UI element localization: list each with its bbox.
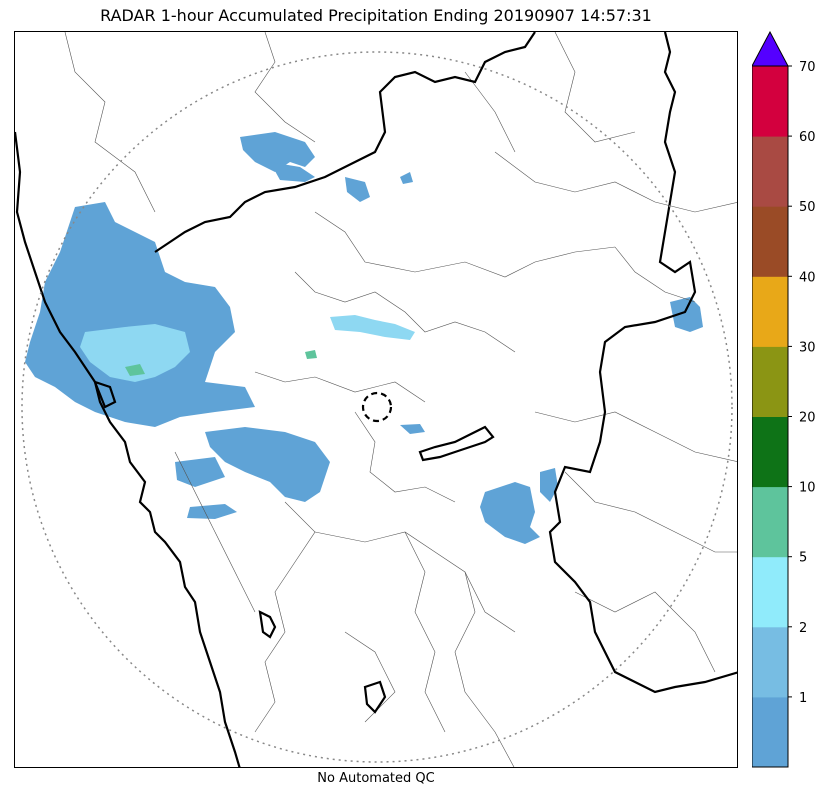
colorbar-tick-label: 60	[799, 130, 816, 145]
precip-core-center	[330, 315, 415, 340]
precip-heavy-cell	[125, 364, 145, 376]
colorbar-tick-label: 10	[799, 481, 816, 496]
range-ring	[21, 51, 733, 763]
district-line	[314, 531, 516, 633]
precip-heavy-cell-2	[305, 350, 317, 359]
colorbar-segment	[752, 416, 788, 488]
colorbar-svg: 1 2 5 10 20 30 40 50 60 70	[751, 30, 816, 768]
district-line	[254, 501, 316, 733]
colorbar-segment	[752, 556, 788, 628]
coast-islet	[93, 380, 117, 409]
district-line	[354, 411, 456, 503]
precip-medium-layer	[80, 315, 415, 382]
precip-area-center-south	[205, 427, 330, 502]
radar-site-marker	[361, 391, 393, 423]
colorbar-tick-label: 30	[799, 340, 816, 355]
district-line	[64, 32, 156, 213]
colorbar: 1 2 5 10 20 30 40 50 60 70	[751, 30, 825, 768]
district-boundaries	[64, 32, 737, 767]
district-line	[494, 151, 737, 213]
northern-state-border	[154, 32, 536, 253]
colorbar-tick-label: 70	[799, 60, 816, 75]
district-line	[464, 71, 516, 153]
map-svg	[15, 32, 737, 767]
southern-enclave	[258, 610, 277, 639]
radar-map[interactable]	[14, 31, 738, 768]
colorbar-segment	[752, 346, 788, 417]
precip-light-layer	[25, 132, 703, 544]
colorbar-tick-label: 20	[799, 411, 816, 426]
west-coastline	[15, 131, 241, 767]
district-line	[574, 591, 716, 673]
chart-title: RADAR 1-hour Accumulated Precipitation E…	[100, 6, 652, 25]
district-line	[534, 411, 737, 462]
district-line	[254, 32, 316, 143]
precip-area-north-2	[270, 162, 315, 182]
colorbar-tick-label: 40	[799, 270, 816, 285]
precip-core-west	[80, 324, 190, 382]
precip-area-ne	[400, 172, 413, 184]
central-enclave-border	[418, 425, 495, 462]
qc-note: No Automated QC	[317, 771, 435, 786]
precip-area-north	[240, 132, 315, 172]
precip-heavy-layer	[125, 350, 317, 376]
precip-area-north-3	[345, 177, 370, 202]
district-line	[294, 271, 516, 353]
district-line	[314, 211, 616, 278]
colorbar-tick-label: 1	[799, 691, 807, 706]
precip-area-south	[187, 504, 237, 519]
precip-area-southwest	[175, 457, 225, 487]
state-boundaries	[15, 32, 737, 767]
district-line	[174, 451, 256, 613]
colorbar-segment	[752, 276, 788, 347]
southern-enclave-2	[363, 680, 387, 714]
colorbar-segment	[752, 136, 788, 207]
colorbar-segment	[752, 626, 788, 698]
district-line	[344, 631, 396, 723]
colorbar-tick-label: 50	[799, 200, 816, 215]
district-line	[454, 571, 515, 767]
eastern-state-border	[548, 32, 737, 694]
colorbar-extend-arrow	[751, 30, 789, 67]
district-line	[614, 246, 696, 303]
colorbar-tick-label: 5	[799, 551, 807, 566]
district-line	[404, 531, 446, 733]
district-line	[564, 471, 737, 553]
colorbar-segment	[752, 486, 788, 558]
precip-area-east-2	[540, 468, 558, 502]
district-line	[254, 371, 426, 403]
precip-area-far-east	[670, 297, 703, 332]
precip-area-west	[25, 202, 255, 427]
precip-area-center	[400, 424, 425, 434]
district-line	[554, 32, 636, 143]
colorbar-segment	[752, 696, 788, 768]
colorbar-tick-label: 2	[799, 621, 807, 636]
colorbar-segment	[752, 206, 788, 277]
precip-area-east	[480, 482, 540, 544]
colorbar-segment	[752, 66, 788, 137]
